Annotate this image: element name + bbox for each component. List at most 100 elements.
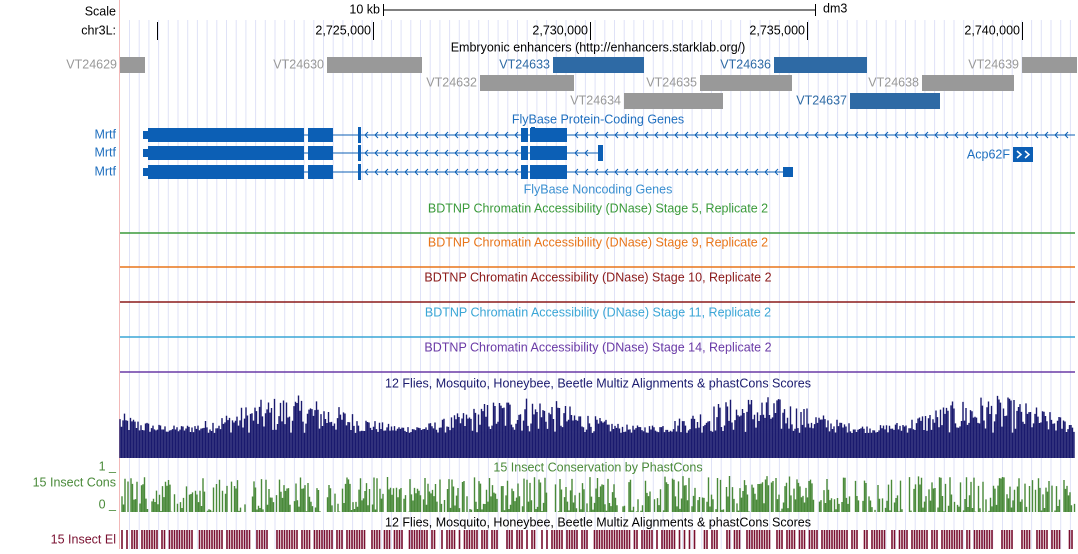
strand-arrow bbox=[714, 168, 719, 176]
strand-arrow bbox=[1016, 150, 1023, 159]
strand-arrow bbox=[454, 168, 459, 176]
strand-arrow bbox=[654, 168, 659, 176]
track-title: BDTNP Chromatin Accessibility (DNase) St… bbox=[428, 201, 768, 215]
strand-arrow bbox=[584, 168, 589, 176]
exon bbox=[148, 128, 304, 142]
strand-arrow bbox=[764, 168, 769, 176]
strand-arrow bbox=[674, 131, 679, 139]
strand-arrow bbox=[904, 131, 909, 139]
strand-arrow bbox=[514, 168, 519, 176]
strand-arrow bbox=[514, 131, 519, 139]
strand-arrow bbox=[734, 168, 739, 176]
strand-arrow bbox=[644, 131, 649, 139]
strand-arrow bbox=[474, 168, 479, 176]
strand-arrow bbox=[444, 131, 449, 139]
strand-arrow bbox=[404, 131, 409, 139]
enhancer-label: VT24630 bbox=[273, 57, 324, 71]
strand-arrow bbox=[664, 131, 669, 139]
strand-arrow bbox=[614, 131, 619, 139]
alignment-signal bbox=[119, 395, 1075, 458]
strand-arrow bbox=[574, 168, 579, 176]
exon bbox=[308, 165, 333, 179]
enhancer-label: VT24632 bbox=[426, 75, 477, 89]
track-title: BDTNP Chromatin Accessibility (DNase) St… bbox=[424, 340, 771, 354]
enhancer-box bbox=[553, 57, 644, 73]
enhancer-label: VT24638 bbox=[868, 75, 919, 89]
strand-arrow bbox=[434, 168, 439, 176]
strand-arrow bbox=[1044, 131, 1049, 139]
strand-arrow bbox=[774, 131, 779, 139]
exon bbox=[530, 165, 567, 179]
strand-arrow bbox=[1014, 131, 1019, 139]
strand-arrow bbox=[424, 131, 429, 139]
exon bbox=[308, 128, 333, 142]
strand-arrow bbox=[434, 131, 439, 139]
conservation-signal bbox=[121, 476, 1076, 512]
strand-arrow bbox=[384, 149, 389, 157]
exon bbox=[1013, 147, 1033, 162]
strand-arrow bbox=[594, 168, 599, 176]
track-title: 15 Insect Conservation by PhastCons bbox=[493, 460, 702, 474]
enhancer-label: VT24637 bbox=[796, 93, 847, 107]
strand-arrow bbox=[1024, 150, 1031, 159]
strand-arrow bbox=[824, 131, 829, 139]
track-title: 12 Flies, Mosquito, Honeybee, Beetle Mul… bbox=[385, 376, 811, 390]
strand-arrow bbox=[634, 131, 639, 139]
strand-arrow bbox=[384, 131, 389, 139]
strand-arrow bbox=[464, 149, 469, 157]
strand-arrow bbox=[794, 131, 799, 139]
enhancer-box bbox=[624, 93, 723, 109]
gene-label: Mrtf bbox=[94, 164, 116, 178]
strand-arrow bbox=[724, 168, 729, 176]
strand-arrow bbox=[484, 149, 489, 157]
strand-arrow bbox=[584, 131, 589, 139]
strand-arrow bbox=[804, 131, 809, 139]
side-label: 15 Insect Cons bbox=[33, 475, 116, 489]
side-label: 15 Insect El bbox=[51, 532, 116, 546]
utr bbox=[143, 149, 149, 157]
exon bbox=[598, 145, 603, 161]
strand-arrow bbox=[514, 149, 519, 157]
strand-arrow bbox=[364, 149, 369, 157]
strand-arrow bbox=[504, 168, 509, 176]
exon bbox=[308, 146, 333, 160]
strand-arrow bbox=[974, 131, 979, 139]
strand-arrow bbox=[464, 131, 469, 139]
enhancer-box bbox=[774, 57, 867, 73]
strand-arrow bbox=[384, 168, 389, 176]
strand-arrow bbox=[934, 131, 939, 139]
track-title: BDTNP Chromatin Accessibility (DNase) St… bbox=[425, 305, 771, 319]
strand-arrow bbox=[424, 149, 429, 157]
strand-arrow bbox=[944, 131, 949, 139]
strand-arrow bbox=[484, 131, 489, 139]
exon bbox=[148, 146, 304, 160]
exon bbox=[521, 128, 528, 142]
strand-arrow bbox=[504, 131, 509, 139]
strand-arrow bbox=[754, 168, 759, 176]
strand-arrow bbox=[374, 149, 379, 157]
conserved-elements bbox=[121, 530, 1073, 549]
strand-arrow bbox=[894, 131, 899, 139]
gene-label: Acp62F bbox=[967, 147, 1010, 161]
utr bbox=[143, 131, 149, 139]
strand-arrow bbox=[714, 131, 719, 139]
strand-arrow bbox=[474, 149, 479, 157]
strand-arrow bbox=[394, 149, 399, 157]
ruler-position: 2,725,000 bbox=[315, 23, 371, 37]
enhancer-label: VT24635 bbox=[646, 75, 697, 89]
strand-arrow bbox=[654, 131, 659, 139]
strand-arrow bbox=[704, 131, 709, 139]
strand-arrow bbox=[474, 131, 479, 139]
strand-arrow bbox=[504, 149, 509, 157]
strand-arrow bbox=[684, 168, 689, 176]
strand-arrow bbox=[924, 131, 929, 139]
enhancer-box bbox=[120, 57, 145, 73]
strand-arrow bbox=[844, 131, 849, 139]
strand-arrow bbox=[374, 168, 379, 176]
exon bbox=[521, 165, 528, 179]
scale-label: Scale bbox=[85, 4, 116, 18]
strand-arrow bbox=[454, 131, 459, 139]
exon bbox=[358, 127, 361, 143]
strand-arrow bbox=[964, 131, 969, 139]
